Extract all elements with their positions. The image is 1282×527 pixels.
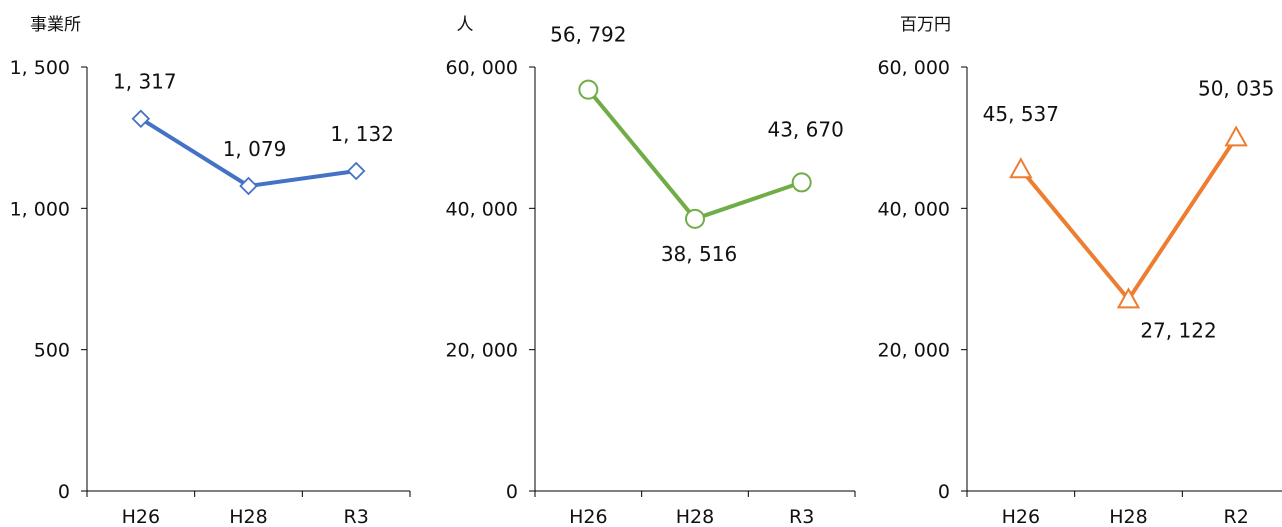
x-tick-label: R3 — [789, 506, 814, 527]
data-label: 1, 317 — [113, 70, 177, 94]
y-tick-label: 0 — [938, 481, 950, 503]
y-tick-label: 60, 000 — [877, 57, 950, 79]
y-tick-label: 40, 000 — [877, 198, 950, 220]
x-tick-label: H26 — [569, 506, 607, 527]
data-label: 1, 079 — [223, 137, 287, 161]
series-line — [586, 88, 803, 221]
y-tick-label: 20, 000 — [877, 340, 950, 362]
data-label: 1, 132 — [330, 122, 394, 146]
chart-1: 事業所 0 500 1, 000 1, 500 H26 H28 R3 1, 317 1, 079 1… — [10, 15, 411, 527]
data-point-marker — [791, 172, 812, 193]
unit-label: 事業所 — [30, 15, 81, 35]
data-point-marker — [1009, 157, 1033, 179]
data-point-marker — [685, 208, 705, 229]
data-point-marker — [578, 79, 599, 100]
chart-2: 人 0 20, 000 40, 000 60, 000 H26 H28 R3 56, 792 38… — [445, 15, 856, 527]
y-tick-label: 0 — [58, 481, 70, 503]
data-label: 50, 035 — [1198, 76, 1274, 100]
y-tick-label: 500 — [34, 340, 70, 362]
y-tick-label: 1, 500 — [10, 57, 70, 79]
series-line — [1019, 136, 1238, 302]
x-tick-label: H26 — [122, 506, 160, 527]
y-tick-label: 60, 000 — [445, 57, 518, 79]
x-tick-label: R2 — [1224, 506, 1249, 527]
y-tick-label: 40, 000 — [445, 198, 518, 220]
unit-label: 人 — [457, 15, 474, 35]
data-label: 43, 670 — [767, 117, 843, 141]
x-tick-label: R3 — [344, 506, 369, 527]
data-point-marker — [131, 109, 151, 129]
data-label: 56, 792 — [550, 23, 626, 47]
data-point-marker — [239, 176, 258, 196]
y-tick-label: 20, 000 — [445, 340, 518, 362]
data-label: 27, 122 — [1140, 318, 1216, 342]
y-tick-label: 1, 000 — [10, 198, 70, 220]
chart-3: 百万円 0 20, 000 40, 000 60, 000 H26 H28 R2 45, 537… — [877, 15, 1282, 527]
data-label: 38, 516 — [661, 242, 737, 266]
y-tick-label: 0 — [506, 481, 518, 503]
x-tick-label: H28 — [229, 506, 267, 527]
data-point-marker — [346, 161, 366, 181]
data-point-marker — [1116, 287, 1141, 309]
data-point-marker — [1224, 125, 1248, 147]
x-tick-label: H26 — [1002, 506, 1040, 527]
x-tick-label: H28 — [1109, 506, 1147, 527]
unit-label: 百万円 — [900, 15, 951, 35]
data-label: 45, 537 — [983, 102, 1059, 126]
x-tick-label: H28 — [676, 506, 714, 527]
